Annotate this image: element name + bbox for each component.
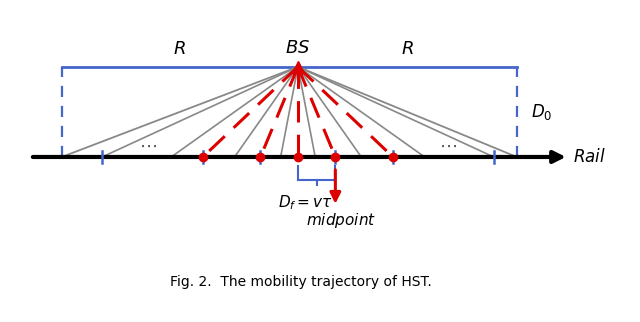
Text: $midpoint$: $midpoint$	[306, 211, 376, 230]
Text: $Rail$: $Rail$	[573, 148, 606, 166]
Text: $\cdots$: $\cdots$	[139, 137, 157, 155]
Text: $D_f = v\tau$: $D_f = v\tau$	[278, 193, 333, 212]
Text: $BS$: $BS$	[285, 39, 310, 57]
Text: Fig. 2.  The mobility trajectory of HST.: Fig. 2. The mobility trajectory of HST.	[170, 275, 431, 289]
Text: $D_0$: $D_0$	[531, 102, 552, 122]
Text: $R$: $R$	[401, 40, 413, 58]
Text: $R$: $R$	[173, 40, 186, 58]
Text: $\cdots$: $\cdots$	[438, 137, 457, 155]
